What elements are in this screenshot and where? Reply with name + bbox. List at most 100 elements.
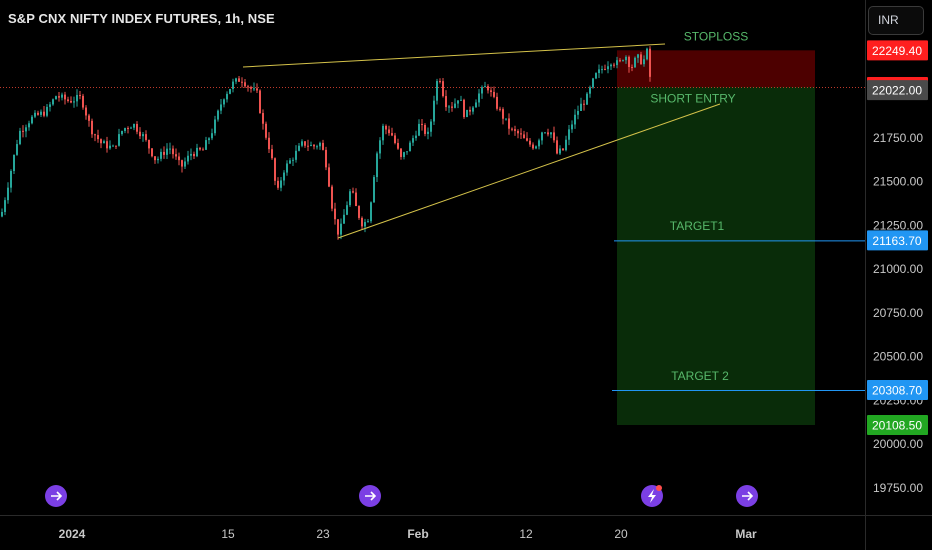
lightning-icon (648, 489, 656, 503)
event-marker-icon[interactable] (45, 485, 67, 507)
candle-up (427, 131, 429, 134)
candle-up (226, 93, 228, 100)
stoploss-label: STOPLOSS (684, 29, 748, 43)
earnings-marker-icon[interactable] (641, 485, 663, 507)
price-tag (867, 40, 928, 61)
candle-up (376, 153, 378, 178)
candle-up (223, 99, 225, 105)
candle-up (229, 89, 231, 94)
candle-up (118, 134, 120, 146)
candle-up (577, 111, 579, 115)
profit-zone[interactable] (617, 87, 815, 426)
candle-down (334, 208, 336, 220)
arrow-icon (51, 491, 63, 501)
candle-up (187, 155, 189, 162)
candle-down (445, 96, 447, 108)
price-tick-label: 20500.00 (873, 350, 923, 364)
candle-down (526, 138, 528, 141)
candle-up (292, 159, 294, 161)
candle-up (214, 119, 216, 134)
candle-up (475, 102, 477, 108)
candle-up (568, 129, 570, 140)
arrow-icon (742, 491, 754, 501)
plot-area[interactable]: STOPLOSS SHORT ENTRY TARGET1 TARGET 2 (0, 0, 865, 515)
candle-up (160, 151, 162, 159)
candle-up (217, 110, 219, 120)
candle-down (313, 144, 315, 147)
candle-down (487, 86, 489, 91)
candle-down (583, 103, 585, 105)
price-tag (867, 379, 928, 400)
candle-up (49, 104, 51, 107)
candle-down (241, 81, 243, 83)
candle-down (511, 128, 513, 130)
symbol-title[interactable]: S&P CNX NIFTY INDEX FUTURES, 1h, NSE (8, 11, 275, 26)
candle-up (235, 78, 237, 82)
candle-up (472, 107, 474, 112)
time-tick-label: 20 (614, 527, 628, 541)
lower-trendline[interactable] (337, 103, 721, 239)
candle-down (355, 192, 357, 207)
candle-up (370, 202, 372, 222)
event-markers[interactable] (45, 485, 758, 507)
candle-up (622, 60, 624, 62)
price-tag (867, 80, 928, 101)
candle-up (637, 54, 639, 58)
candle-down (148, 139, 150, 149)
candle-up (157, 158, 159, 161)
candle-up (406, 151, 408, 153)
candle-up (415, 135, 417, 139)
candle-down (268, 137, 270, 150)
candle-up (73, 101, 75, 103)
candle-down (385, 125, 387, 130)
candle-up (142, 134, 144, 137)
time-tick-label: Feb (407, 527, 428, 541)
candle-down (304, 141, 306, 146)
price-tick-label: 19750.00 (873, 481, 923, 495)
price-axis[interactable]: 19750.0020000.0020250.0020500.0020750.00… (865, 0, 932, 550)
drawing-lines[interactable] (0, 43, 865, 391)
candle-up (559, 148, 561, 154)
currency-selector[interactable]: INR (868, 6, 924, 35)
candle-down (199, 147, 201, 150)
candle-down (247, 86, 249, 88)
candle-up (196, 147, 198, 157)
candle-up (211, 133, 213, 139)
candle-down (532, 144, 534, 149)
candle-up (616, 60, 618, 66)
candle-up (52, 99, 54, 105)
candle-down (529, 140, 531, 145)
candle-up (16, 144, 18, 155)
candle-down (202, 149, 204, 151)
candle-up (289, 160, 291, 164)
candle-up (643, 59, 645, 65)
candle-up (205, 140, 207, 150)
candle-down (322, 142, 324, 150)
candle-down (508, 118, 510, 129)
candle-up (610, 64, 612, 67)
candle-down (613, 64, 615, 66)
position-zones[interactable] (617, 50, 815, 426)
time-axis[interactable]: 2024 15 23 Feb 12 20 Mar (0, 515, 932, 542)
candle-up (373, 177, 375, 203)
event-marker-icon[interactable] (736, 485, 758, 507)
candle-up (412, 138, 414, 143)
candle-up (28, 123, 30, 128)
candle-down (271, 149, 273, 159)
candle-up (319, 142, 321, 147)
candle-up (379, 140, 381, 154)
candle-down (70, 100, 72, 103)
candle-up (19, 130, 21, 145)
candle-down (514, 129, 516, 131)
notification-dot (656, 485, 662, 491)
candle-up (121, 130, 123, 135)
upper-trendline[interactable] (242, 43, 666, 68)
candle-up (283, 172, 285, 181)
event-marker-icon[interactable] (359, 485, 381, 507)
candle-up (595, 73, 597, 79)
candle-up (310, 144, 312, 146)
candle-up (184, 161, 186, 167)
candle-up (403, 152, 405, 157)
candle-down (163, 151, 165, 155)
